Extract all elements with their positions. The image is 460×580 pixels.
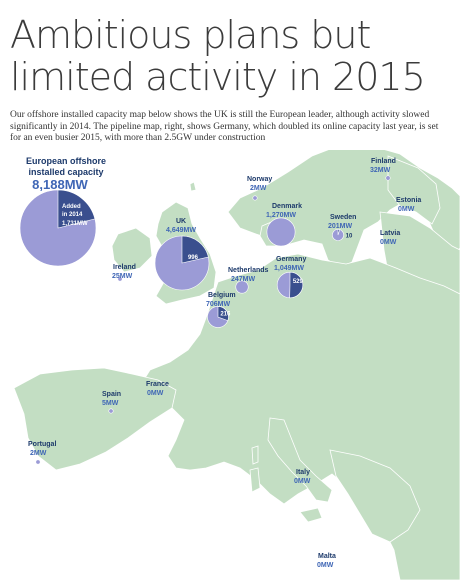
value-estonia: 0MW bbox=[398, 206, 415, 213]
pie-germany-added bbox=[289, 271, 304, 299]
value-sweden: 201MW bbox=[328, 223, 353, 230]
value-netherlands: 247MW bbox=[231, 276, 256, 283]
land-finland bbox=[387, 155, 441, 225]
land-balkans bbox=[329, 449, 421, 543]
value-uk: 4,649MW bbox=[166, 227, 196, 234]
land-iberia bbox=[13, 367, 177, 471]
legend-added-line1: Added bbox=[62, 204, 81, 210]
pie-uk-added-label: 996 bbox=[188, 255, 199, 261]
legend-added-value: 1,731MW bbox=[62, 221, 88, 227]
label-estonia: Estonia bbox=[396, 197, 421, 204]
legend-total: 8,188MW bbox=[32, 177, 88, 192]
land-italy bbox=[267, 417, 333, 503]
pie-portugal-total bbox=[35, 459, 41, 465]
label-sweden: Sweden bbox=[330, 214, 356, 221]
value-portugal: 2MW bbox=[30, 450, 47, 457]
label-portugal: Portugal bbox=[28, 441, 56, 448]
country-labels: UK 4,649MW Germany 1,049MW Denmark 1,270… bbox=[28, 158, 421, 569]
value-france: 0MW bbox=[147, 390, 164, 397]
pie-netherlands-total bbox=[235, 280, 249, 294]
label-netherlands: Netherlands bbox=[228, 267, 269, 274]
label-uk: UK bbox=[176, 218, 186, 225]
chart-subtitle: Our offshore installed capacity map belo… bbox=[10, 110, 439, 143]
europe-map: European offshore installed capacity 8,1… bbox=[13, 150, 460, 580]
label-malta: Malta bbox=[318, 553, 336, 560]
legend-pie bbox=[19, 189, 97, 267]
land-corsica bbox=[251, 445, 259, 465]
label-france: France bbox=[146, 381, 169, 388]
pie-ireland-total bbox=[117, 276, 123, 282]
label-finland: Finland bbox=[371, 158, 396, 165]
land-shetland bbox=[189, 181, 197, 192]
country-pies: 996 529 216 10 bbox=[35, 175, 391, 465]
value-denmark: 1,270MW bbox=[266, 212, 296, 219]
land-continent bbox=[139, 253, 460, 580]
pie-uk-added bbox=[181, 235, 209, 264]
value-latvia: 0MW bbox=[380, 239, 397, 246]
legend-added-line2: in 2014 bbox=[62, 212, 83, 218]
legend-title-line2: installed capacity bbox=[28, 167, 103, 177]
legend-title-line1: European offshore bbox=[26, 156, 106, 166]
label-latvia: Latvia bbox=[380, 230, 400, 237]
legend-pie-added bbox=[57, 189, 96, 229]
land-sicily bbox=[299, 507, 323, 523]
pie-germany-added-label: 529 bbox=[293, 279, 304, 285]
pie-belgium-added bbox=[217, 306, 229, 322]
land-sardinia bbox=[249, 467, 261, 493]
legend: European offshore installed capacity 8,1… bbox=[19, 156, 106, 267]
label-germany: Germany bbox=[276, 256, 306, 263]
pie-sweden-added bbox=[337, 229, 341, 236]
label-norway: Norway bbox=[247, 176, 272, 183]
value-norway: 2MW bbox=[250, 185, 267, 192]
land-ireland bbox=[111, 227, 153, 273]
label-ireland: Ireland bbox=[113, 264, 136, 271]
label-denmark: Denmark bbox=[272, 203, 302, 210]
label-belgium: Belgium bbox=[208, 292, 236, 299]
value-germany: 1,049MW bbox=[274, 265, 304, 272]
pie-spain-total bbox=[108, 408, 114, 414]
value-malta: 0MW bbox=[317, 562, 334, 569]
pie-sweden-added-label: 10 bbox=[346, 234, 353, 240]
value-spain: 5MW bbox=[102, 400, 119, 407]
label-italy: Italy bbox=[296, 469, 310, 476]
value-ireland: 25MW bbox=[112, 273, 133, 280]
value-finland: 32MW bbox=[370, 167, 391, 174]
pie-denmark-total bbox=[266, 217, 296, 247]
value-belgium: 706MW bbox=[206, 301, 231, 308]
pie-finland-total bbox=[385, 175, 391, 181]
pie-belgium-added-label: 216 bbox=[220, 311, 231, 317]
value-italy: 0MW bbox=[294, 478, 311, 485]
pie-norway-total bbox=[252, 195, 258, 201]
chart-title: Ambitious plans but limited activity in … bbox=[10, 13, 426, 99]
label-spain: Spain bbox=[102, 391, 121, 398]
